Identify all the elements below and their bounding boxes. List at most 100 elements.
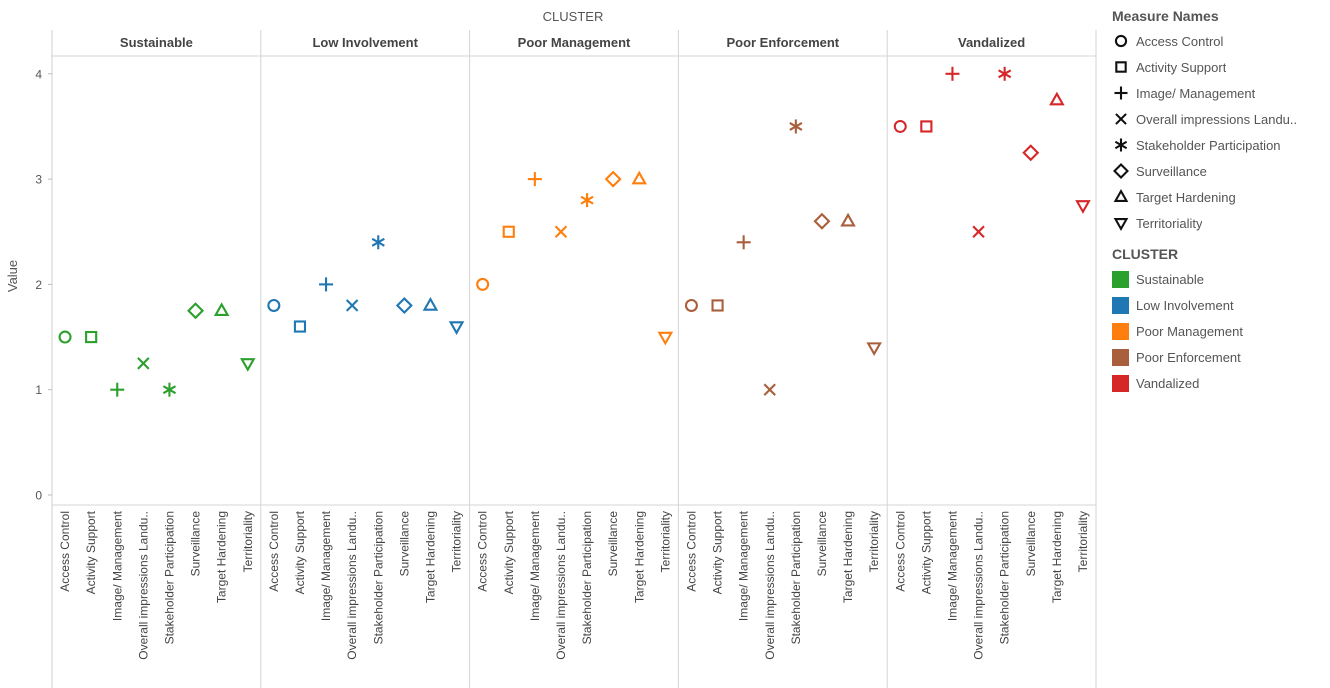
y-tick-label: 1	[35, 383, 42, 397]
color-swatch	[1112, 322, 1129, 340]
legend-item-activity-support[interactable]: Activity Support	[1112, 54, 1327, 80]
x-tick-label: Territoriality	[1076, 511, 1090, 572]
data-point-low-involvement-surveillance[interactable]	[395, 296, 413, 314]
x-tick-label: Target Hardening	[423, 511, 437, 603]
square-icon	[1112, 58, 1136, 76]
data-point-vandalized-stakeholder-participation[interactable]	[998, 66, 1012, 81]
data-point-poor-management-image-management[interactable]	[527, 172, 542, 187]
color-swatch	[1112, 296, 1129, 314]
x-tick-label: Activity Support	[711, 510, 725, 594]
data-point-sustainable-overall-impressions-landu[interactable]	[137, 357, 150, 370]
data-point-vandalized-image-management[interactable]	[945, 66, 960, 81]
data-point-sustainable-access-control[interactable]	[58, 330, 72, 344]
data-point-vandalized-access-control[interactable]	[893, 119, 907, 133]
legend-item-label: Surveillance	[1136, 163, 1207, 179]
x-tick-label: Image/ Management	[945, 510, 959, 621]
measure-legend-list: Access Control Activity Support Image/ Man…	[1112, 28, 1327, 236]
data-point-low-involvement-access-control[interactable]	[267, 298, 281, 312]
legend-item-poor-management[interactable]: Poor Management	[1112, 318, 1327, 344]
data-point-low-involvement-territoriality[interactable]	[448, 321, 465, 335]
x-tick-label: Activity Support	[502, 510, 516, 594]
data-point-poor-enforcement-image-management[interactable]	[736, 235, 751, 250]
data-point-poor-management-access-control[interactable]	[476, 277, 490, 291]
data-point-vandalized-surveillance[interactable]	[1022, 144, 1040, 162]
x-tick-label: Stakeholder Participation	[580, 511, 594, 644]
legend-item-label: Overall impressions Landu..	[1136, 111, 1298, 127]
data-point-poor-enforcement-territoriality[interactable]	[866, 342, 882, 357]
legend-item-territoriality[interactable]: Territoriality	[1112, 210, 1327, 236]
legend-item-label: Low Involvement	[1136, 297, 1234, 313]
x-tick-label: Territoriality	[867, 511, 881, 572]
data-point-low-involvement-overall-impressions-landu[interactable]	[345, 299, 359, 312]
legend-item-low-involvement[interactable]: Low Involvement	[1112, 292, 1327, 318]
legend-item-overall-impressions-landu[interactable]: Overall impressions Landu..	[1112, 106, 1327, 132]
x-tick-label: Territoriality	[450, 511, 464, 572]
x-tick-label: Access Control	[58, 511, 72, 592]
data-point-poor-enforcement-access-control[interactable]	[684, 298, 698, 312]
data-marks	[58, 66, 1091, 397]
legend-item-poor-enforcement[interactable]: Poor Enforcement	[1112, 344, 1327, 370]
legend-item-surveillance[interactable]: Surveillance	[1112, 158, 1327, 184]
x-tick-label: Access Control	[893, 511, 907, 592]
x-tick-label: Territoriality	[241, 511, 255, 572]
legend-item-label: Image/ Management	[1136, 85, 1256, 101]
panel-header-sustainable: Sustainable	[120, 35, 193, 50]
legend-item-label: Poor Enforcement	[1136, 349, 1241, 365]
data-point-sustainable-surveillance[interactable]	[187, 302, 205, 320]
data-point-poor-enforcement-stakeholder-participation[interactable]	[789, 119, 803, 134]
x-tick-label: Image/ Management	[737, 510, 751, 621]
legend-item-vandalized[interactable]: Vandalized	[1112, 370, 1327, 396]
data-point-sustainable-stakeholder-participation[interactable]	[162, 382, 177, 397]
data-point-low-involvement-activity-support[interactable]	[293, 320, 307, 333]
triangle-up-icon	[1112, 188, 1136, 206]
x-tick-label: Surveillance	[189, 511, 203, 577]
triangle-down-icon	[1112, 214, 1136, 232]
data-point-poor-management-target-hardening[interactable]	[631, 170, 648, 185]
data-point-poor-management-stakeholder-participation[interactable]	[580, 193, 594, 208]
x-tick-label: Surveillance	[815, 511, 829, 577]
data-point-vandalized-territoriality[interactable]	[1075, 200, 1091, 214]
legend-item-image-management[interactable]: Image/ Management	[1112, 80, 1327, 106]
data-point-sustainable-activity-support[interactable]	[85, 330, 98, 344]
panel-header-vandalized: Vandalized	[958, 35, 1025, 50]
x-tick-label: Overall impressions Landu..	[554, 511, 568, 660]
x-axis-ticks: Access Control Activity Support Image/ Man…	[58, 510, 1090, 659]
legend-item-label: Poor Management	[1136, 323, 1243, 339]
y-axis-ticks: 0 1 2 3 4	[35, 67, 52, 503]
x-tick-label: Activity Support	[293, 510, 307, 594]
legend-item-target-hardening[interactable]: Target Hardening	[1112, 184, 1327, 210]
legend-item-stakeholder-participation[interactable]: Stakeholder Participation	[1112, 132, 1327, 158]
x-tick-label: Access Control	[267, 511, 281, 592]
legend-title-measure-names: Measure Names	[1112, 8, 1219, 24]
panel-headers: Sustainable Low Involvement Poor Managemen…	[120, 35, 1025, 50]
x-tick-label: Stakeholder Participation	[998, 511, 1012, 644]
data-point-vandalized-activity-support[interactable]	[920, 120, 933, 133]
legend-item-label: Access Control	[1136, 33, 1224, 49]
data-point-sustainable-image-management[interactable]	[110, 382, 125, 397]
data-point-poor-management-overall-impressions-landu[interactable]	[554, 225, 568, 238]
data-point-poor-enforcement-overall-impressions-landu[interactable]	[763, 383, 776, 396]
data-point-low-involvement-stakeholder-participation[interactable]	[371, 235, 385, 250]
data-point-low-involvement-image-management[interactable]	[319, 277, 334, 292]
x-tick-label: Activity Support	[84, 510, 98, 594]
x-tick-label: Surveillance	[397, 511, 411, 577]
data-point-poor-management-surveillance[interactable]	[604, 170, 622, 188]
diamond-icon	[1112, 162, 1136, 180]
data-point-poor-enforcement-surveillance[interactable]	[813, 212, 831, 230]
x-tick-label: Access Control	[476, 511, 490, 592]
data-point-poor-enforcement-target-hardening[interactable]	[840, 212, 856, 227]
data-point-vandalized-target-hardening[interactable]	[1049, 91, 1065, 106]
data-point-poor-enforcement-activity-support[interactable]	[711, 299, 724, 312]
y-tick-label: 3	[35, 173, 42, 187]
panel-header-poor-management: Poor Management	[518, 35, 631, 50]
data-point-low-involvement-target-hardening[interactable]	[422, 297, 439, 311]
legend-item-access-control[interactable]: Access Control	[1112, 28, 1327, 54]
data-point-sustainable-target-hardening[interactable]	[213, 302, 230, 316]
x-tick-label: Stakeholder Participation	[789, 511, 803, 644]
legend-item-label: Activity Support	[1136, 59, 1227, 75]
data-point-poor-management-activity-support[interactable]	[502, 225, 515, 238]
data-point-poor-management-territoriality[interactable]	[657, 331, 674, 346]
legend-item-sustainable[interactable]: Sustainable	[1112, 266, 1327, 292]
data-point-sustainable-territoriality[interactable]	[239, 358, 256, 372]
data-point-vandalized-overall-impressions-landu[interactable]	[972, 225, 985, 238]
